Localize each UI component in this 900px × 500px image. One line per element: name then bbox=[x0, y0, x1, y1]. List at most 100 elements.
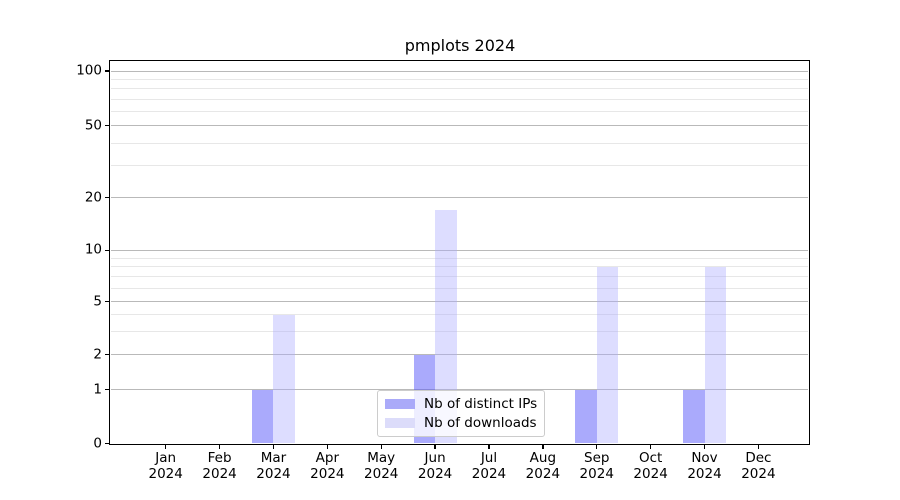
major-gridline bbox=[111, 354, 808, 356]
x-tick-month: Oct bbox=[638, 450, 663, 466]
y-tick-mark bbox=[105, 249, 110, 251]
x-tick-month: Dec bbox=[745, 450, 772, 466]
x-tick-month: Sep bbox=[584, 450, 610, 466]
y-tick-mark bbox=[105, 354, 110, 356]
minor-gridline bbox=[111, 266, 808, 268]
x-tick-mark bbox=[218, 443, 221, 449]
minor-gridline bbox=[111, 98, 808, 100]
bar-distinct-ips bbox=[251, 389, 274, 444]
x-tick-mark bbox=[272, 443, 275, 449]
x-tick-mark bbox=[703, 443, 706, 449]
x-tick-mark bbox=[649, 443, 652, 449]
x-tick-mark bbox=[757, 443, 760, 449]
y-tick-label: 50 bbox=[84, 116, 102, 133]
legend-swatch-distinct-ips bbox=[385, 399, 415, 409]
major-gridline bbox=[111, 249, 808, 251]
x-tick-label: Jul 2024 bbox=[462, 450, 516, 482]
y-tick-mark bbox=[105, 389, 110, 391]
x-tick-label: Oct 2024 bbox=[624, 450, 678, 482]
minor-gridline bbox=[111, 165, 808, 167]
x-tick-label: Nov 2024 bbox=[678, 450, 732, 482]
legend-swatch-downloads bbox=[385, 418, 415, 428]
x-tick-mark bbox=[488, 443, 490, 449]
plot-area bbox=[109, 60, 810, 445]
y-tick-mark bbox=[105, 301, 110, 303]
y-tick-mark bbox=[105, 442, 110, 445]
bar-downloads bbox=[435, 209, 457, 444]
x-tick-label: Jun 2024 bbox=[408, 450, 462, 482]
x-tick-label: Apr 2024 bbox=[300, 450, 354, 482]
major-gridline bbox=[111, 389, 808, 391]
x-tick-year: 2024 bbox=[741, 466, 776, 482]
legend-label-downloads: Nb of downloads bbox=[424, 415, 537, 431]
minor-gridline bbox=[111, 287, 808, 289]
y-tick-label: 1 bbox=[93, 381, 102, 398]
major-gridline bbox=[111, 70, 808, 72]
x-tick-month: Jun bbox=[424, 450, 446, 466]
x-tick-month: Feb bbox=[207, 450, 232, 466]
x-tick-year: 2024 bbox=[202, 466, 237, 482]
major-gridline bbox=[111, 125, 808, 126]
x-tick-year: 2024 bbox=[687, 466, 722, 482]
x-tick-label: Dec 2024 bbox=[731, 450, 785, 482]
minor-gridline bbox=[111, 88, 808, 90]
x-tick-mark bbox=[434, 443, 436, 449]
x-tick-year: 2024 bbox=[417, 466, 453, 482]
x-tick-month: Jan bbox=[155, 450, 177, 466]
x-tick-month: Aug bbox=[529, 450, 557, 466]
x-tick-year: 2024 bbox=[256, 466, 291, 482]
y-tick-label: 10 bbox=[84, 241, 102, 258]
x-tick-label: Feb 2024 bbox=[193, 450, 247, 482]
x-tick-label: May 2024 bbox=[354, 450, 408, 482]
minor-gridline bbox=[111, 257, 808, 259]
x-tick-month: Mar bbox=[260, 450, 287, 466]
legend: Nb of distinct IPs Nb of downloads bbox=[377, 390, 545, 437]
y-tick-label: 20 bbox=[84, 188, 102, 205]
x-tick-year: 2024 bbox=[471, 466, 507, 482]
bar-downloads bbox=[273, 314, 295, 444]
minor-gridline bbox=[111, 78, 808, 80]
x-tick-month: May bbox=[367, 450, 396, 466]
minor-gridline bbox=[111, 142, 808, 144]
y-tick-mark bbox=[105, 124, 110, 127]
minor-gridline bbox=[111, 110, 808, 112]
y-tick-label: 2 bbox=[93, 345, 102, 362]
y-tick-label: 5 bbox=[93, 292, 102, 309]
y-tick-mark bbox=[105, 70, 110, 72]
x-tick-mark bbox=[165, 443, 167, 449]
x-tick-label: Aug 2024 bbox=[516, 450, 570, 482]
legend-label-distinct-ips: Nb of distinct IPs bbox=[424, 396, 538, 412]
legend-item-downloads: Nb of downloads bbox=[385, 415, 537, 431]
bar-distinct-ips bbox=[575, 389, 597, 444]
x-tick-month: Apr bbox=[315, 450, 339, 466]
major-gridline bbox=[111, 301, 808, 303]
x-tick-mark bbox=[596, 443, 598, 449]
chart-title: pmplots 2024 bbox=[404, 36, 516, 55]
y-tick-label: 0 bbox=[93, 434, 102, 451]
minor-gridline bbox=[111, 276, 808, 278]
bar-downloads bbox=[596, 266, 619, 444]
x-tick-year: 2024 bbox=[310, 466, 345, 482]
legend-item-distinct-ips: Nb of distinct IPs bbox=[385, 396, 537, 412]
major-gridline bbox=[111, 197, 808, 198]
x-tick-mark bbox=[542, 443, 544, 449]
x-tick-label: Mar 2024 bbox=[246, 450, 300, 482]
x-tick-month: Nov bbox=[691, 450, 718, 466]
y-tick-mark bbox=[105, 196, 110, 199]
x-tick-label: Sep 2024 bbox=[570, 450, 624, 482]
minor-gridline bbox=[111, 314, 808, 316]
x-tick-mark bbox=[326, 443, 328, 449]
x-tick-year: 2024 bbox=[579, 466, 614, 482]
x-tick-year: 2024 bbox=[364, 466, 399, 482]
bar-downloads bbox=[704, 266, 726, 444]
x-tick-year: 2024 bbox=[148, 466, 183, 482]
x-tick-year: 2024 bbox=[633, 466, 668, 482]
x-tick-mark bbox=[380, 443, 382, 449]
x-tick-year: 2024 bbox=[525, 466, 561, 482]
bar-distinct-ips bbox=[683, 389, 705, 444]
x-tick-label: Jan 2024 bbox=[139, 450, 193, 482]
x-tick-month: Jul bbox=[480, 450, 498, 466]
minor-gridline bbox=[111, 330, 808, 332]
y-tick-label: 100 bbox=[76, 62, 102, 79]
